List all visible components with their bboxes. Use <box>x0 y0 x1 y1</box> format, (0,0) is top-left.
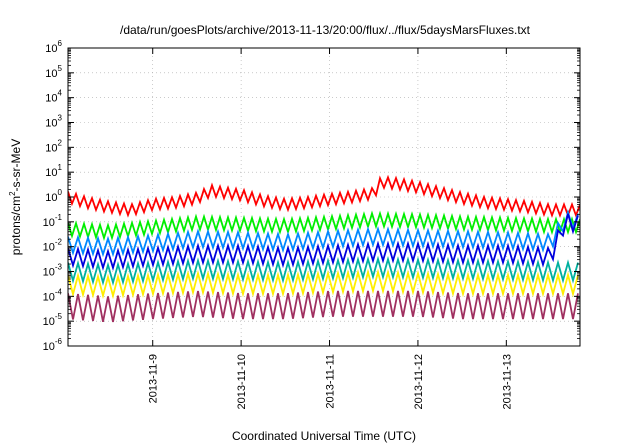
y-tick-base: 10 <box>43 217 55 229</box>
x-tick-label: 2013-11-11 <box>325 354 337 409</box>
y-tick-base: 10 <box>43 267 55 279</box>
series-line-2 <box>68 210 580 241</box>
x-tick-labels: 2013-11-9 2013-11-10 2013-11-11 2013-11-12 2… <box>148 48 513 409</box>
series-line-7 <box>68 290 579 323</box>
series-line-3 <box>68 208 579 258</box>
series-line-5 <box>68 255 579 286</box>
y-tick-label: 10-2 <box>43 238 63 254</box>
series-line-4 <box>68 213 579 271</box>
y-axis-label: protons/cm2-s-sr-MeV <box>8 139 23 255</box>
series-line-1 <box>68 174 580 219</box>
y-tick-base: 10 <box>45 167 57 179</box>
y-tick-exponent: -2 <box>55 238 63 247</box>
series-group <box>68 174 580 323</box>
y-tick-exponent: 2 <box>58 138 63 147</box>
y-tick-label: 101 <box>45 163 62 179</box>
x-tick-label: 2013-11-12 <box>413 354 425 409</box>
series-line-6 <box>68 268 579 300</box>
y-tick-exponent: 6 <box>58 39 63 48</box>
y-tick-exponent: -5 <box>55 312 63 321</box>
x-tick-label: 2013-11-13 <box>501 354 513 409</box>
y-tick-exponent: 1 <box>58 163 63 172</box>
y-tick-label: 10-1 <box>43 213 63 229</box>
y-tick-exponent: 5 <box>58 64 63 73</box>
y-tick-label: 10-4 <box>43 287 63 303</box>
y-tick-base: 10 <box>45 142 57 154</box>
y-axis-label-part-b: -s-sr-MeV <box>9 139 23 192</box>
y-tick-exponent: -6 <box>55 337 63 346</box>
y-tick-exponent: 3 <box>58 114 63 123</box>
y-tick-label: 104 <box>45 89 62 105</box>
y-tick-labels: 10-610-510-410-310-210-11001011021031041… <box>43 39 580 353</box>
y-tick-base: 10 <box>43 242 55 254</box>
y-tick-base: 10 <box>45 192 57 204</box>
y-tick-base: 10 <box>43 291 55 303</box>
y-tick-label: 10-6 <box>43 337 63 353</box>
y-tick-base: 10 <box>43 316 55 328</box>
y-tick-label: 105 <box>45 64 62 80</box>
x-axis-label: Coordinated Universal Time (UTC) <box>232 429 416 443</box>
y-tick-base: 10 <box>45 118 57 130</box>
y-tick-exponent: -3 <box>55 263 63 272</box>
y-axis-label-sup: 2 <box>8 191 17 196</box>
y-tick-base: 10 <box>43 341 55 353</box>
y-tick-label: 103 <box>45 114 62 130</box>
y-tick-exponent: 4 <box>58 89 63 98</box>
x-tick-label: 2013-11-9 <box>148 354 160 403</box>
y-tick-label: 100 <box>45 188 62 204</box>
x-tick-label: 2013-11-10 <box>236 354 248 409</box>
y-tick-base: 10 <box>45 93 57 105</box>
y-tick-base: 10 <box>45 68 57 80</box>
y-tick-label: 106 <box>45 39 62 55</box>
y-tick-base: 10 <box>45 43 57 55</box>
y-tick-exponent: 0 <box>58 188 63 197</box>
y-tick-label: 10-3 <box>43 263 63 279</box>
y-tick-exponent: -4 <box>55 287 63 296</box>
y-tick-exponent: -1 <box>55 213 63 222</box>
y-axis-label-part-a: protons/cm <box>9 196 23 255</box>
y-tick-label: 102 <box>45 138 62 154</box>
y-tick-label: 10-5 <box>43 312 63 328</box>
chart-title: /data/run/goesPlots/archive/2013-11-13/2… <box>120 23 531 37</box>
